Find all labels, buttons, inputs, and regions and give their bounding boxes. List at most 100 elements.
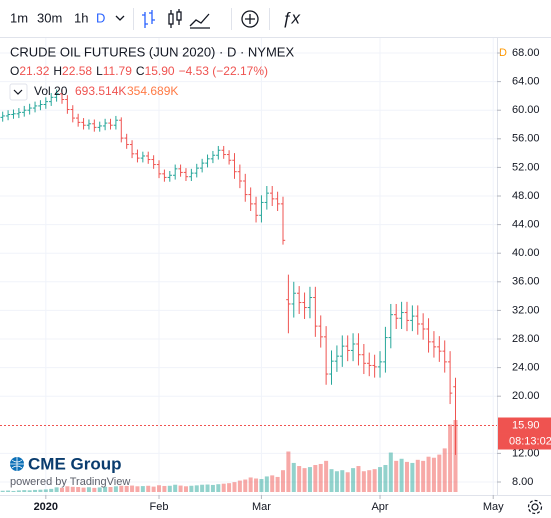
volume-bar (103, 486, 108, 492)
x-tick-label: 2020 (34, 501, 58, 513)
volume-bar (49, 488, 54, 492)
compare-button[interactable] (241, 10, 259, 28)
candles-style-button[interactable] (168, 9, 182, 28)
volume-bar (227, 483, 232, 492)
volume-bar (404, 461, 409, 492)
y-tick-label: 52.00 (512, 161, 540, 173)
volume-bar (162, 485, 167, 492)
volume-bar (108, 487, 113, 492)
volume-bar (135, 486, 140, 492)
volume-bar (275, 476, 280, 492)
volume-bar (70, 486, 75, 492)
volume-bar (173, 484, 178, 492)
logo-icon (10, 457, 24, 471)
legend-label: L (96, 64, 103, 78)
ohlc-legend: O21.32 H22.58 L11.79 C15.90 −4.53 (−22.17%) (10, 64, 268, 78)
y-tick-label: 32.00 (512, 304, 540, 316)
volume-bar (86, 487, 91, 492)
interval-button[interactable]: 1m (10, 10, 28, 25)
powered-by[interactable]: powered by TradingView (10, 476, 130, 488)
volume-bar (43, 489, 48, 492)
volume-bar (237, 480, 242, 492)
volume-bar (200, 484, 205, 492)
volume-bar (54, 487, 59, 492)
volume-bar (286, 451, 291, 492)
volume-bar (367, 470, 372, 492)
volume-bar (297, 466, 302, 492)
volume-bar (270, 475, 275, 492)
volume-bar (33, 489, 38, 492)
logo-text: CME Group (28, 454, 122, 473)
volume-bar (81, 487, 86, 492)
volume-bar (124, 485, 129, 492)
volume-bar (431, 457, 436, 492)
interval-marker: D (499, 47, 507, 59)
volume-bar (378, 467, 383, 492)
volume-legend-name: Vol 20 (34, 84, 68, 98)
volume-bar (410, 462, 415, 492)
y-tick-label: 36.00 (512, 276, 540, 288)
y-tick-label: 60.00 (512, 104, 540, 116)
chart-title: CRUDE OIL FUTURES (JUN 2020) · D · NYMEX (10, 44, 294, 59)
last-price-tag (498, 417, 551, 434)
y-tick-label: 28.00 (512, 333, 540, 345)
interval-button[interactable]: 1h (74, 10, 88, 25)
y-tick-label: 40.00 (512, 247, 540, 259)
volume-bar (59, 487, 64, 492)
legend-toggle-icon[interactable] (13, 89, 23, 95)
volume-bar (183, 486, 188, 492)
volume-bar (6, 490, 11, 492)
volume-bar (232, 482, 237, 492)
price-pane (0, 88, 458, 455)
legend-change: −4.53 (−22.17%) (179, 64, 268, 78)
volume-bar (146, 485, 151, 492)
volume-bar (157, 485, 162, 492)
volume-bar (313, 465, 318, 492)
volume-bar (437, 454, 442, 492)
last-price-label: 15.90 (512, 419, 540, 431)
volume-bar (189, 485, 194, 492)
volume-bar (280, 470, 285, 492)
volume-bar (442, 448, 447, 492)
legend-label: C (136, 64, 145, 78)
legend-value: 22.58 (62, 64, 92, 78)
countdown-label: 08:13:02 (509, 435, 551, 447)
volume-bar (151, 486, 156, 492)
settings-button[interactable] (527, 499, 543, 515)
volume-bar (291, 462, 296, 492)
x-tick-label: Mar (252, 501, 271, 513)
legend-label: H (53, 64, 62, 78)
volume-bar (167, 485, 172, 492)
interval-button[interactable]: D (96, 10, 105, 25)
volume-bar (421, 460, 426, 492)
volume-bar (334, 471, 339, 492)
volume-bar (97, 487, 102, 492)
volume-bar (302, 468, 307, 492)
interval-button[interactable]: 30m (37, 10, 62, 25)
volume-bar (65, 486, 70, 492)
y-tick-label: 8.00 (512, 476, 533, 488)
volume-bar (178, 485, 183, 492)
y-tick-label: 68.00 (512, 47, 540, 59)
volume-bar (92, 487, 97, 492)
volume-bar (119, 485, 124, 492)
interval-dropdown[interactable] (115, 15, 125, 21)
volume-bar (345, 472, 350, 492)
volume-bar (27, 490, 32, 492)
legend-toggle[interactable] (9, 83, 28, 101)
y-tick-label: 12.00 (512, 447, 540, 459)
y-tick-label: 24.00 (512, 362, 540, 374)
indicators-button[interactable]: ƒx (282, 8, 300, 27)
volume-bar (216, 484, 221, 492)
volume-bar (394, 460, 399, 492)
y-tick-label: 64.00 (512, 76, 540, 88)
volume-bar (453, 420, 458, 492)
legend-value: 15.90 (145, 64, 175, 78)
bars-style-button[interactable] (142, 10, 155, 28)
volume-bar (38, 489, 43, 492)
area-style-button[interactable] (189, 13, 210, 29)
volume-bar (383, 465, 388, 492)
